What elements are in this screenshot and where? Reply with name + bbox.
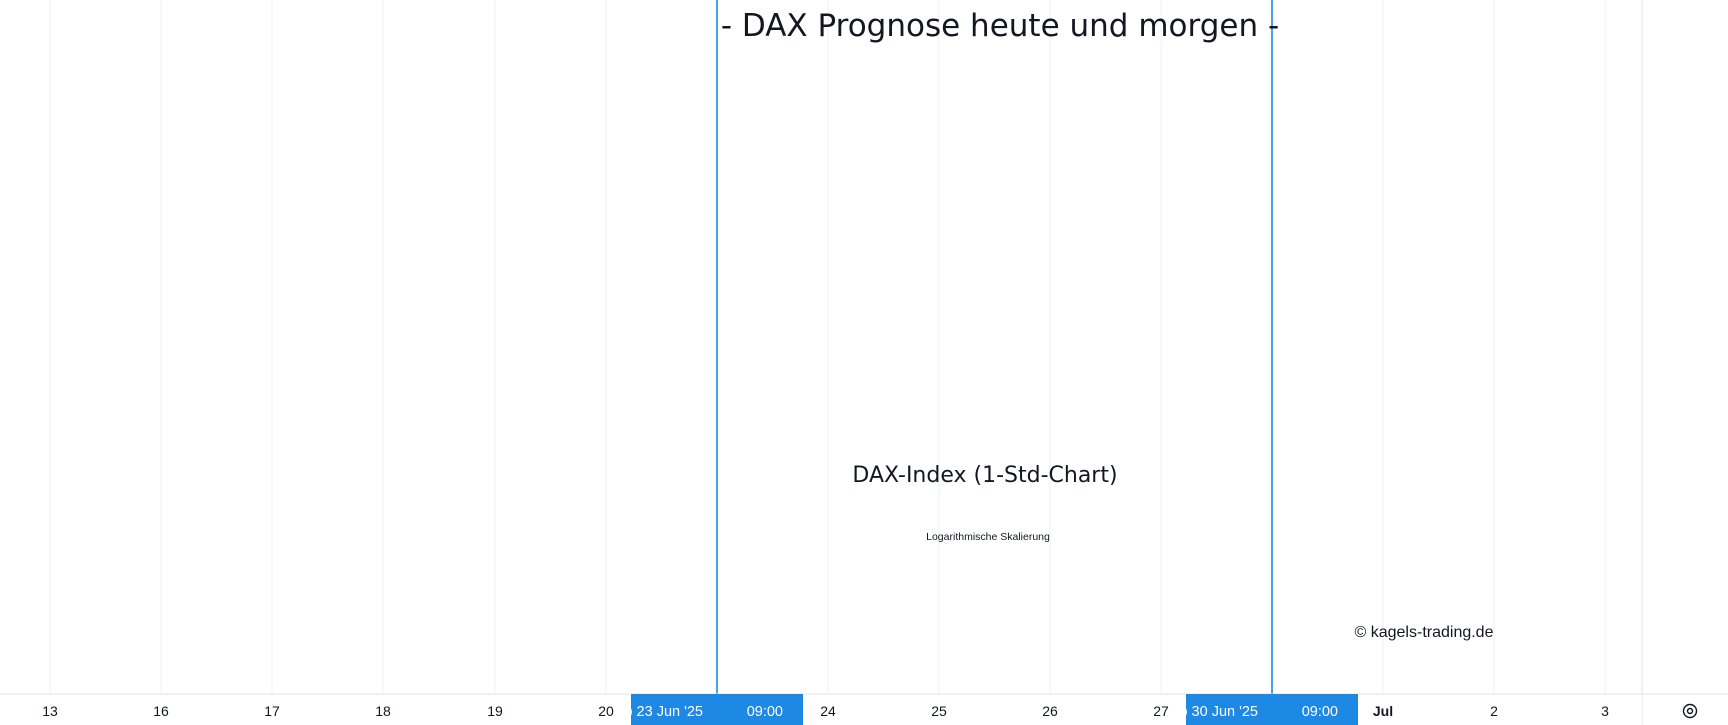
time-tick-label: 19: [487, 703, 503, 719]
time-tick-label: 18: [375, 703, 391, 719]
time-tick-label: 3: [1601, 703, 1609, 719]
scale-note: Logarithmische Skalierung: [926, 531, 1050, 543]
time-tick-label: 25: [931, 703, 947, 719]
svg-text:09:00: 09:00: [747, 704, 783, 720]
time-highlight-tag: Mo 30 Jun '25 09:00: [1167, 694, 1358, 725]
time-tick-label: 24: [820, 703, 836, 719]
time-tick-label: 20: [598, 703, 614, 719]
time-tick-label: 17: [264, 703, 280, 719]
time-axis-bg: [0, 694, 1642, 725]
time-axis[interactable]: 13 16 17 18 19 20 24 25 26 27 Jul 2 3 Mo 23 Jun '25 09…: [0, 693, 1728, 725]
chart-title: - DAX Prognose heute und morgen -: [721, 8, 1279, 44]
price-axis-bg: [1642, 0, 1728, 694]
time-tick-label: 16: [153, 703, 169, 719]
svg-text:Mo 23 Jun '25: Mo 23 Jun '25: [612, 704, 703, 720]
highlight-vlines: [716, 0, 1273, 694]
watermark-text: © kagels-trading.de: [1355, 624, 1494, 641]
svg-text:Mo 30 Jun '25: Mo 30 Jun '25: [1167, 704, 1258, 720]
time-tick-label: 2: [1490, 703, 1498, 719]
time-tick-label: 26: [1042, 703, 1058, 719]
time-tick-label: Jul: [1373, 703, 1393, 719]
time-tick-label: 13: [42, 703, 58, 719]
grid: [49, 0, 1606, 694]
settings-icon[interactable]: [1682, 703, 1698, 719]
chart-subtitle: DAX-Index (1-Std-Chart): [852, 463, 1117, 488]
time-highlight-tag: Mo 23 Jun '25 09:00: [612, 694, 803, 725]
time-tick-label: 27: [1153, 703, 1169, 719]
svg-text:09:00: 09:00: [1302, 704, 1338, 720]
price-axis[interactable]: 25.100,0024.600,0024.200,0023.800,0023.4…: [1641, 0, 1728, 725]
